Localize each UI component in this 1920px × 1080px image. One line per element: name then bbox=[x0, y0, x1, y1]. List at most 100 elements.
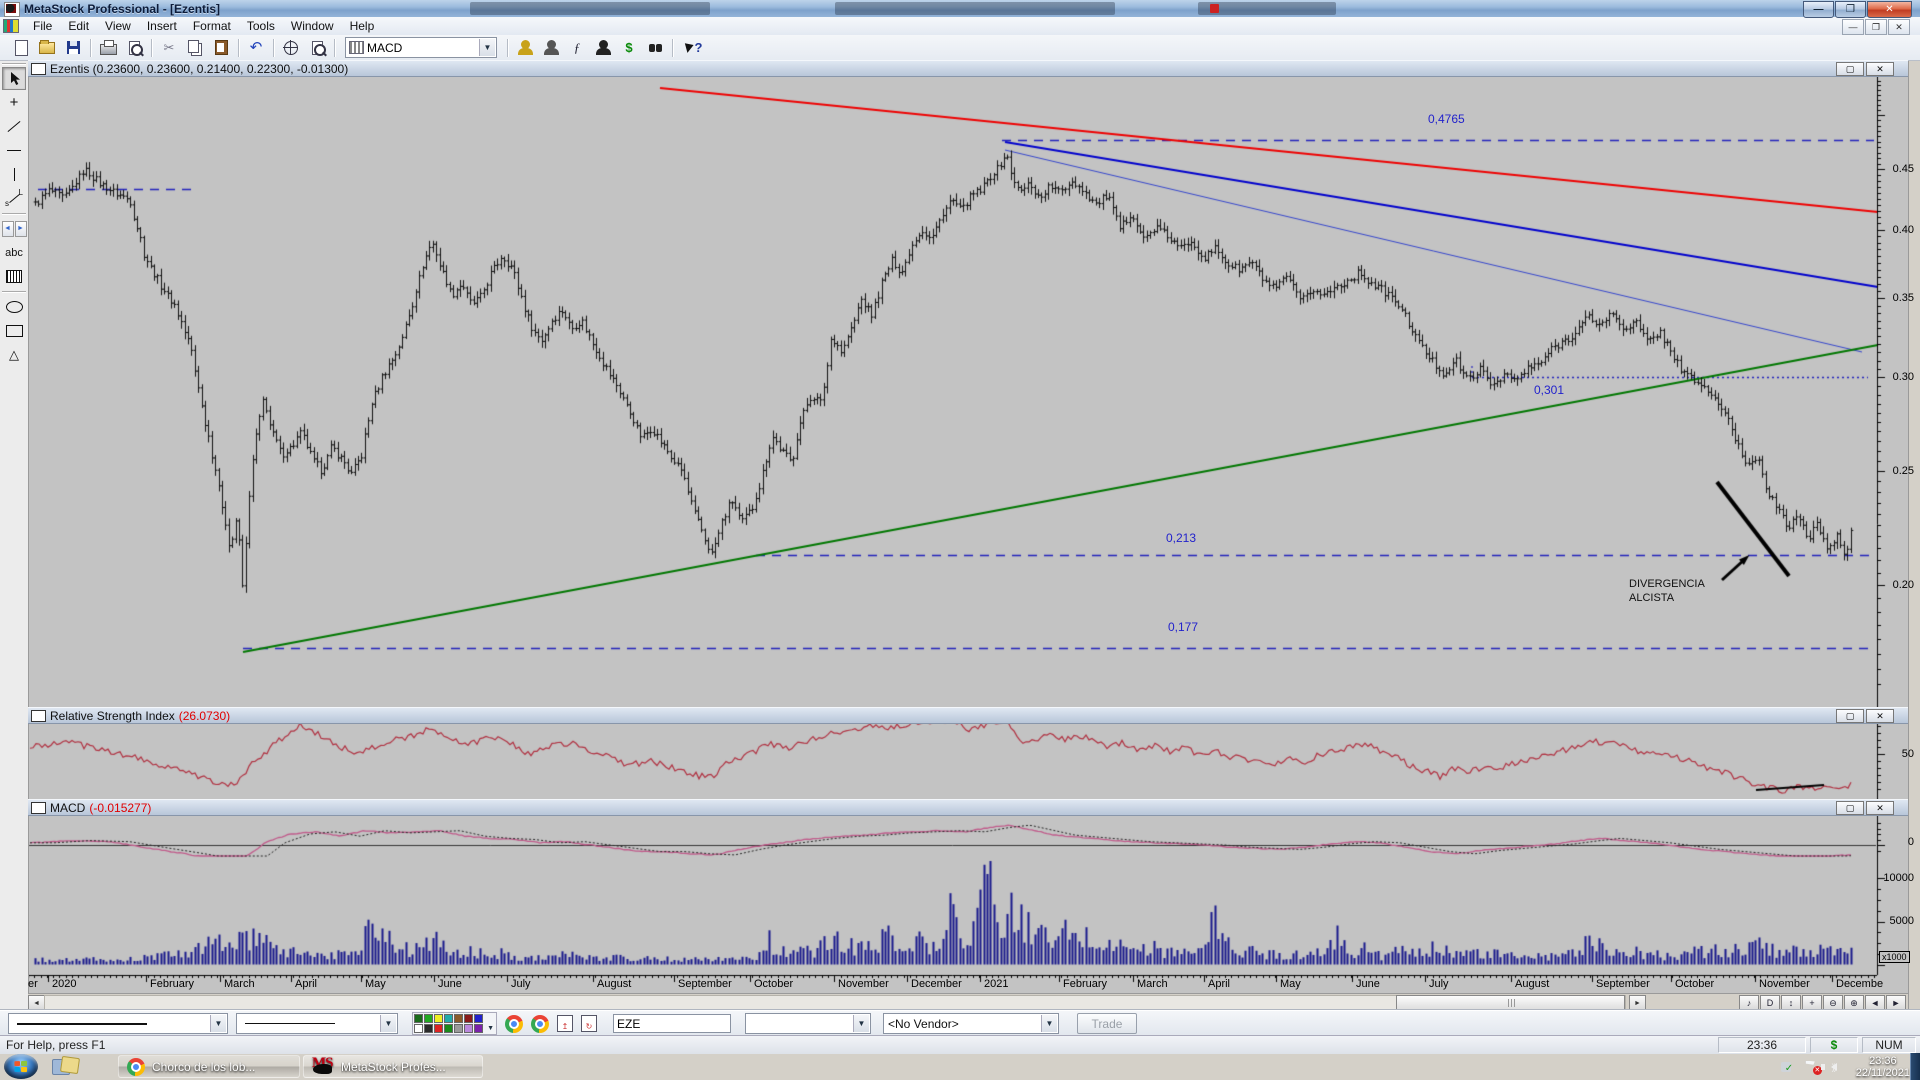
indicator-quicklist-dropdown[interactable]: MACD ▼ bbox=[345, 37, 497, 58]
print-icon[interactable] bbox=[96, 37, 120, 59]
explorer-icon[interactable] bbox=[591, 37, 615, 59]
copy-icon[interactable] bbox=[183, 37, 207, 59]
color-swatch[interactable] bbox=[454, 1014, 463, 1023]
menu-window[interactable]: Window bbox=[290, 19, 334, 33]
expert-commentary-icon[interactable] bbox=[539, 37, 563, 59]
close-button[interactable]: ✕ bbox=[1867, 1, 1912, 18]
menu-view[interactable]: View bbox=[105, 19, 131, 33]
action-center-flag-icon[interactable]: ✕ bbox=[1803, 1059, 1822, 1075]
vendor-dropdown[interactable]: <No Vendor> ▼ bbox=[883, 1013, 1059, 1034]
fit-vertical-button[interactable]: ↕ bbox=[1781, 995, 1801, 1011]
print-preview-icon[interactable] bbox=[122, 37, 146, 59]
browser-launch-icon[interactable] bbox=[505, 1014, 523, 1033]
color-swatch[interactable] bbox=[434, 1024, 443, 1033]
trendline-tool[interactable] bbox=[2, 115, 26, 138]
color-palette-button[interactable]: ▼ bbox=[412, 1012, 497, 1035]
taskbar-clock[interactable]: 23:36 22/11/2021 bbox=[1855, 1054, 1910, 1079]
mdi-restore-button[interactable]: ❐ bbox=[1865, 19, 1887, 35]
rectangle-tool[interactable] bbox=[2, 319, 26, 342]
zoom-reset-button[interactable]: ⊕ bbox=[1844, 995, 1864, 1011]
scroll-left-arrow[interactable]: ◄ bbox=[28, 995, 45, 1011]
taskbar-chrome-button[interactable]: Chorco de los lob... bbox=[118, 1055, 300, 1078]
open-icon[interactable] bbox=[35, 37, 59, 59]
show-desktop-button[interactable] bbox=[1910, 1053, 1920, 1080]
minimize-button[interactable]: — bbox=[1803, 1, 1834, 18]
menu-help[interactable]: Help bbox=[349, 19, 375, 33]
restore-button[interactable]: ❐ bbox=[1835, 1, 1866, 18]
system-tester-icon[interactable]: $ bbox=[625, 40, 633, 55]
start-button[interactable] bbox=[4, 1054, 38, 1079]
page-left-button[interactable]: ◄ bbox=[1865, 995, 1885, 1011]
scrollbar-thumb[interactable] bbox=[1396, 995, 1625, 1011]
color-swatch[interactable] bbox=[414, 1014, 423, 1023]
undo-icon[interactable]: ↶ bbox=[249, 39, 263, 56]
color-swatch[interactable] bbox=[414, 1024, 423, 1033]
menu-tools[interactable]: Tools bbox=[246, 19, 275, 33]
macd-panel-header[interactable]: MACD (-0.015277) ▢ ✕ bbox=[28, 799, 1908, 816]
period-back-button[interactable]: ◄ bbox=[1, 220, 14, 237]
new-chart-icon[interactable] bbox=[9, 37, 33, 59]
periodicity-note-button[interactable]: ♪ bbox=[1739, 995, 1759, 1011]
periodicity-arrow-buttons[interactable]: ◄ ► bbox=[1, 217, 27, 240]
zoom-in-plus-button[interactable]: + bbox=[1802, 995, 1822, 1011]
vertical-line-tool[interactable] bbox=[2, 163, 26, 186]
menu-file[interactable]: File bbox=[33, 19, 53, 33]
chart-target-icon[interactable] bbox=[279, 37, 303, 59]
periodicity-daily-button[interactable]: D bbox=[1760, 995, 1780, 1011]
color-swatch[interactable] bbox=[464, 1024, 473, 1033]
chevron-down-icon[interactable]: ▼ bbox=[479, 39, 495, 56]
upload-chart-icon[interactable]: ↥ bbox=[557, 1015, 573, 1032]
save-icon[interactable] bbox=[61, 37, 85, 59]
mdi-close-button[interactable]: ✕ bbox=[1888, 19, 1910, 35]
menu-insert[interactable]: Insert bbox=[146, 19, 177, 33]
crosshair-tool[interactable]: + bbox=[9, 94, 19, 111]
zoom-out-button[interactable]: ⊖ bbox=[1823, 995, 1843, 1011]
color-swatch[interactable] bbox=[474, 1024, 483, 1033]
ellipse-tool[interactable] bbox=[2, 295, 26, 318]
chart-system-icon[interactable] bbox=[3, 19, 19, 33]
chevron-down-icon[interactable]: ▼ bbox=[1041, 1015, 1057, 1032]
macd-close-button[interactable]: ✕ bbox=[1866, 801, 1894, 815]
macd-maximize-button[interactable]: ▢ bbox=[1836, 801, 1864, 815]
rsi-panel-header[interactable]: Relative Strength Index (26.0730) ▢ ✕ bbox=[28, 707, 1908, 724]
color-swatch[interactable] bbox=[474, 1014, 483, 1023]
scroll-right-arrow[interactable]: ► bbox=[1629, 995, 1646, 1011]
color-swatch[interactable] bbox=[444, 1024, 453, 1033]
color-swatch[interactable] bbox=[454, 1024, 463, 1033]
search-binoculars-icon[interactable] bbox=[643, 37, 667, 59]
cut-icon[interactable]: ✂ bbox=[163, 40, 175, 55]
pointer-tool[interactable] bbox=[2, 67, 26, 90]
rsi-close-button[interactable]: ✕ bbox=[1866, 709, 1894, 723]
text-tool[interactable]: abc bbox=[5, 246, 23, 259]
chevron-down-icon[interactable]: ▼ bbox=[210, 1015, 226, 1032]
period-forward-button[interactable]: ► bbox=[14, 220, 27, 237]
color-swatch[interactable] bbox=[434, 1014, 443, 1023]
chevron-down-icon[interactable]: ▼ bbox=[853, 1015, 869, 1032]
line-style-dropdown[interactable]: ▼ bbox=[236, 1013, 398, 1034]
desktop-shortcut-icon[interactable] bbox=[52, 1055, 82, 1077]
refresh-chart-icon[interactable]: ↻ bbox=[581, 1015, 597, 1032]
chart-window-title-bar[interactable]: Ezentis (0.23600, 0.23600, 0.21400, 0.22… bbox=[28, 60, 1908, 77]
help-pointer-icon[interactable]: ? bbox=[678, 37, 710, 59]
symbol-input[interactable] bbox=[613, 1014, 731, 1033]
line-weight-dropdown[interactable]: ▼ bbox=[8, 1013, 228, 1034]
color-swatch[interactable] bbox=[464, 1014, 473, 1023]
menu-edit[interactable]: Edit bbox=[68, 19, 90, 33]
color-swatch[interactable] bbox=[424, 1024, 433, 1033]
horizontal-line-tool[interactable] bbox=[2, 139, 26, 162]
expert-advisor-icon[interactable] bbox=[513, 37, 537, 59]
indicator-builder-icon[interactable]: ƒ bbox=[573, 40, 581, 55]
trade-button[interactable]: Trade bbox=[1077, 1013, 1137, 1034]
paste-icon[interactable] bbox=[209, 37, 233, 59]
mdi-minimize-button[interactable]: — bbox=[1842, 19, 1864, 35]
browser-launch-icon[interactable] bbox=[531, 1014, 549, 1033]
usb-tray-icon[interactable] bbox=[1779, 1059, 1797, 1075]
scrollbar-track[interactable] bbox=[44, 995, 1626, 1011]
menu-format[interactable]: Format bbox=[192, 19, 231, 33]
speaker-icon[interactable] bbox=[1820, 1059, 1845, 1075]
chart-maximize-button[interactable]: ▢ bbox=[1836, 62, 1864, 76]
zoom-page-icon[interactable] bbox=[305, 37, 329, 59]
page-right-button[interactable]: ► bbox=[1886, 995, 1906, 1011]
triangle-tool[interactable]: △ bbox=[9, 346, 19, 362]
quote-grid-tool[interactable] bbox=[2, 265, 26, 288]
